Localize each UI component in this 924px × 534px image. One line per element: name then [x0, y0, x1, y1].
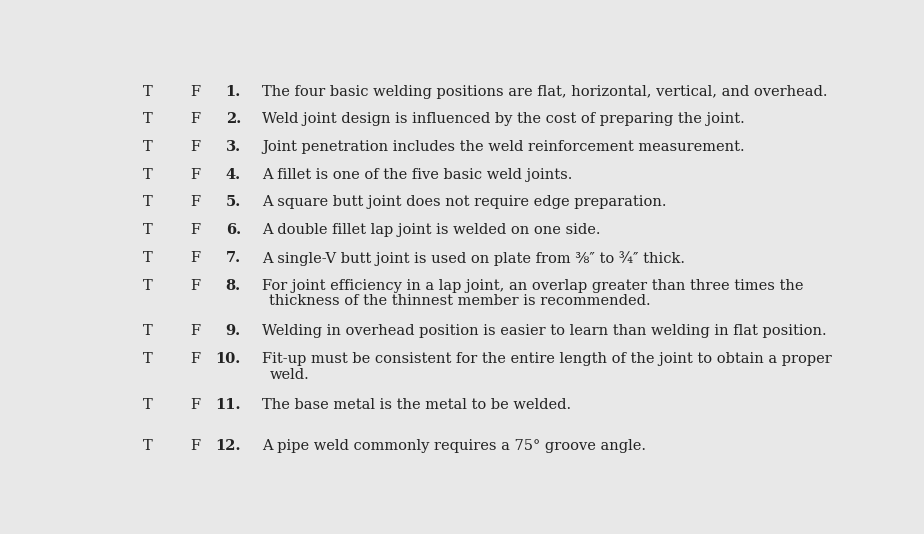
Text: 7.: 7. [225, 251, 241, 265]
Text: T: T [142, 140, 152, 154]
Text: T: T [142, 352, 152, 366]
Text: thickness of the thinnest member is recommended.: thickness of the thinnest member is reco… [270, 294, 651, 308]
Text: The four basic welding positions are flat, horizontal, vertical, and overhead.: The four basic welding positions are fla… [262, 84, 828, 99]
Text: Weld joint design is influenced by the cost of preparing the joint.: Weld joint design is influenced by the c… [262, 112, 745, 127]
Text: The base metal is the metal to be welded.: The base metal is the metal to be welded… [262, 398, 571, 412]
Text: Joint penetration includes the weld reinforcement measurement.: Joint penetration includes the weld rein… [262, 140, 745, 154]
Text: Fit-up must be consistent for the entire length of the joint to obtain a proper: Fit-up must be consistent for the entire… [262, 352, 832, 366]
Text: T: T [142, 324, 152, 339]
Text: T: T [142, 112, 152, 127]
Text: 4.: 4. [225, 168, 241, 182]
Text: 8.: 8. [225, 279, 241, 293]
Text: 3.: 3. [225, 140, 241, 154]
Text: For joint efficiency in a lap joint, an overlap greater than three times the: For joint efficiency in a lap joint, an … [262, 279, 804, 293]
Text: F: F [190, 279, 201, 293]
Text: F: F [190, 140, 201, 154]
Text: A double fillet lap joint is welded on one side.: A double fillet lap joint is welded on o… [262, 223, 601, 237]
Text: 1.: 1. [225, 84, 241, 99]
Text: T: T [142, 398, 152, 412]
Text: A fillet is one of the five basic weld joints.: A fillet is one of the five basic weld j… [262, 168, 573, 182]
Text: A single-V butt joint is used on plate from ⅜″ to ¾″ thick.: A single-V butt joint is used on plate f… [262, 251, 686, 266]
Text: A pipe weld commonly requires a 75° groove angle.: A pipe weld commonly requires a 75° groo… [262, 439, 646, 453]
Text: F: F [190, 112, 201, 127]
Text: T: T [142, 279, 152, 293]
Text: T: T [142, 84, 152, 99]
Text: F: F [190, 324, 201, 339]
Text: F: F [190, 195, 201, 209]
Text: weld.: weld. [270, 368, 310, 382]
Text: 11.: 11. [215, 398, 241, 412]
Text: F: F [190, 439, 201, 453]
Text: F: F [190, 352, 201, 366]
Text: 2.: 2. [225, 112, 241, 127]
Text: 9.: 9. [225, 324, 241, 339]
Text: F: F [190, 251, 201, 265]
Text: T: T [142, 439, 152, 453]
Text: F: F [190, 84, 201, 99]
Text: T: T [142, 168, 152, 182]
Text: 6.: 6. [225, 223, 241, 237]
Text: 12.: 12. [215, 439, 241, 453]
Text: F: F [190, 398, 201, 412]
Text: Welding in overhead position is easier to learn than welding in flat position.: Welding in overhead position is easier t… [262, 324, 827, 339]
Text: A square butt joint does not require edge preparation.: A square butt joint does not require edg… [262, 195, 667, 209]
Text: T: T [142, 251, 152, 265]
Text: F: F [190, 168, 201, 182]
Text: F: F [190, 223, 201, 237]
Text: 5.: 5. [225, 195, 241, 209]
Text: 10.: 10. [215, 352, 241, 366]
Text: T: T [142, 223, 152, 237]
Text: T: T [142, 195, 152, 209]
